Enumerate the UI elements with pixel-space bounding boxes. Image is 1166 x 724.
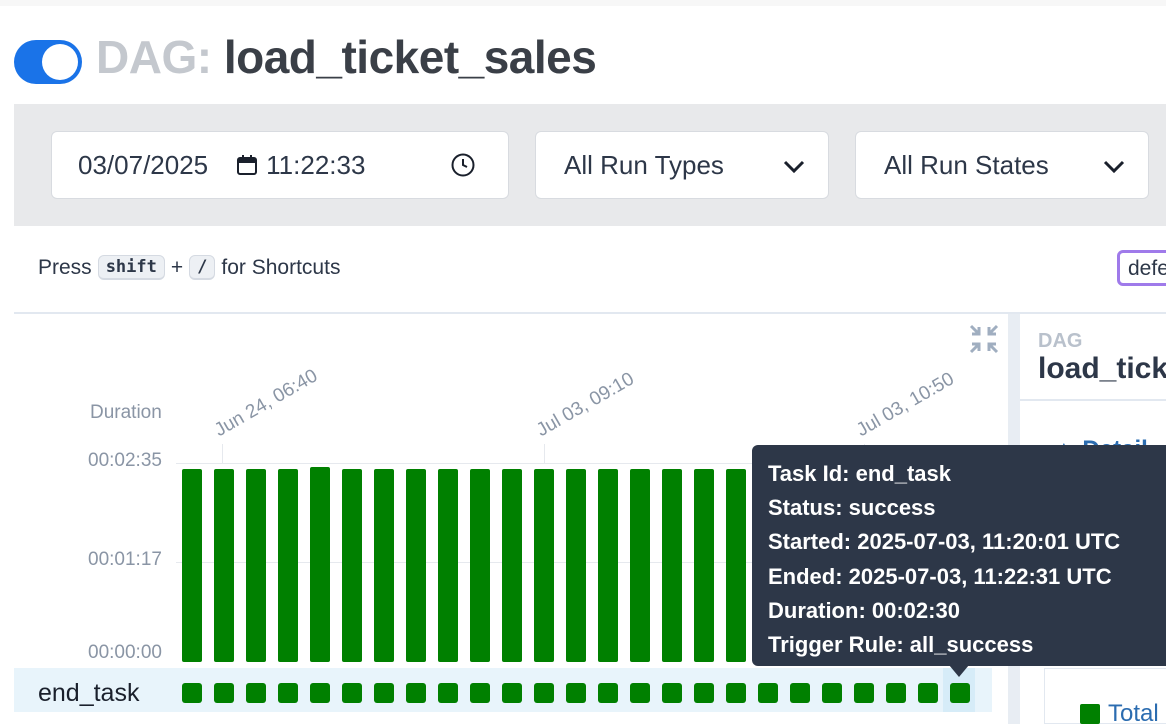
task-instance-square[interactable] <box>342 683 362 703</box>
plus-text: + <box>170 255 184 279</box>
task-instance-square[interactable] <box>566 683 586 703</box>
y-tick-label: 00:01:17 <box>88 549 162 570</box>
task-instance-square[interactable] <box>886 683 906 703</box>
run-types-select[interactable]: All Run Types <box>535 131 829 199</box>
y-tick-label: 00:00:00 <box>88 642 162 663</box>
tooltip-ended: Ended: 2025-07-03, 11:22:31 UTC <box>768 563 1112 589</box>
page-title: DAG: load_ticket_sales <box>96 30 597 84</box>
duration-bar[interactable] <box>630 469 650 662</box>
task-instance-square[interactable] <box>438 683 458 703</box>
calendar-icon[interactable] <box>236 154 258 176</box>
collapse-icon[interactable] <box>968 323 1000 355</box>
run-types-value: All Run Types <box>564 149 724 180</box>
task-instance-square[interactable] <box>630 683 650 703</box>
task-name[interactable]: end_task <box>38 679 140 707</box>
duration-bar[interactable] <box>694 469 714 662</box>
top-strip <box>0 0 1166 6</box>
y-tick-label: 00:02:35 <box>88 450 162 471</box>
chevron-down-icon <box>783 160 805 174</box>
date-value[interactable]: 03/07/2025 <box>78 149 209 180</box>
duration-bar[interactable] <box>534 469 554 662</box>
panel-dag-title: load_tick <box>1038 352 1166 385</box>
duration-bar[interactable] <box>598 469 618 662</box>
divider <box>14 312 1166 314</box>
task-instance-square[interactable] <box>246 683 266 703</box>
total-label: Total <box>1108 700 1159 724</box>
tooltip-trigger-rule: Trigger Rule: all_success <box>768 632 1034 658</box>
tooltip-duration: Duration: 00:02:30 <box>768 597 960 623</box>
task-instance-square[interactable] <box>310 683 330 703</box>
tooltip-task-id: Task Id: end_task <box>768 461 951 486</box>
chevron-down-icon <box>1103 160 1125 174</box>
date-marker-line <box>544 444 545 464</box>
task-instance-square[interactable] <box>214 683 234 703</box>
duration-bar[interactable] <box>406 469 426 662</box>
total-legend[interactable]: Total <box>1080 700 1159 724</box>
task-instance-square[interactable] <box>278 683 298 703</box>
duration-bar[interactable] <box>182 469 202 662</box>
duration-bar[interactable] <box>662 469 682 662</box>
task-instance-square[interactable] <box>758 683 778 703</box>
shortcuts-suffix: for Shortcuts <box>221 255 341 279</box>
duration-bar[interactable] <box>726 469 746 662</box>
toggle-knob <box>42 44 78 80</box>
task-instance-square[interactable] <box>502 683 522 703</box>
press-text: Press <box>38 255 92 279</box>
duration-bar[interactable] <box>438 469 458 662</box>
duration-bar[interactable] <box>470 469 490 662</box>
panel-dag-label: DAG <box>1038 330 1083 352</box>
task-instance-square[interactable] <box>374 683 394 703</box>
panel-divider <box>1020 399 1166 401</box>
run-states-select[interactable]: All Run States <box>855 131 1149 199</box>
duration-axis-label: Duration <box>90 402 162 423</box>
task-instance-square[interactable] <box>822 683 842 703</box>
date-marker-line <box>222 444 223 464</box>
tooltip-arrow <box>949 665 969 677</box>
duration-bar[interactable] <box>246 469 266 662</box>
tooltip-started: Started: 2025-07-03, 11:20:01 UTC <box>768 529 1121 555</box>
duration-bar[interactable] <box>278 469 298 662</box>
dag-name: load_ticket_sales <box>223 31 597 83</box>
task-instance-square[interactable] <box>182 683 202 703</box>
task-instance-square[interactable] <box>950 683 970 703</box>
shortcuts-hint: Press shift + / for Shortcuts <box>38 255 340 280</box>
task-instance-square[interactable] <box>726 683 746 703</box>
run-states-value: All Run States <box>884 149 1049 180</box>
duration-bar[interactable] <box>342 469 362 662</box>
tooltip-status: Status: success <box>768 495 936 521</box>
task-tooltip: Task Id: end_task Status: success Starte… <box>752 445 1166 666</box>
task-instance-square[interactable] <box>854 683 874 703</box>
task-instance-square[interactable] <box>598 683 618 703</box>
duration-bar[interactable] <box>214 469 234 662</box>
time-value[interactable]: 11:22:33 <box>266 149 366 180</box>
task-instance-square[interactable] <box>470 683 490 703</box>
slash-key: / <box>189 255 216 280</box>
dag-prefix: DAG: <box>96 31 212 83</box>
duration-bar[interactable] <box>310 466 330 662</box>
gridline <box>176 463 992 464</box>
base-date-input[interactable]: 03/07/2025 11:22:33 <box>51 131 509 199</box>
task-instance-square[interactable] <box>662 683 682 703</box>
task-instance-square[interactable] <box>918 683 938 703</box>
shift-key: shift <box>97 255 165 280</box>
deferred-filter-button[interactable]: defe <box>1117 250 1166 286</box>
task-instance-square[interactable] <box>694 683 714 703</box>
duration-bar[interactable] <box>502 469 522 662</box>
task-instance-square[interactable] <box>534 683 554 703</box>
filter-bar: 03/07/2025 11:22:33 All Run Types All Ru… <box>14 104 1166 226</box>
clock-icon[interactable] <box>450 152 476 178</box>
success-swatch <box>1080 704 1100 724</box>
duration-bar[interactable] <box>374 469 394 662</box>
dag-active-toggle[interactable] <box>14 40 82 84</box>
task-instance-square[interactable] <box>790 683 810 703</box>
task-instance-square[interactable] <box>406 683 426 703</box>
duration-bar[interactable] <box>566 469 586 662</box>
